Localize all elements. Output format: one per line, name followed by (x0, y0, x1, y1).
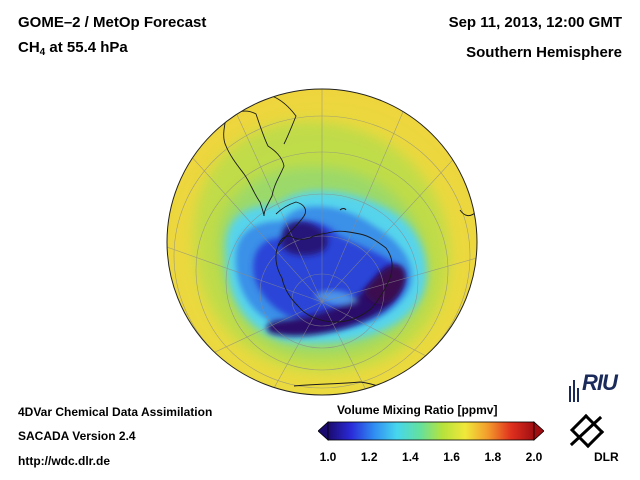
colorbar-tick-label: 1.8 (484, 450, 502, 464)
globe-map (166, 88, 478, 396)
footer-version: SACADA Version 2.4 (18, 429, 136, 443)
colorbar-gradient (327, 421, 535, 441)
south-america-coast-east (271, 95, 297, 145)
species-subscript: 4 (39, 47, 46, 58)
dlr-emblem-icon (569, 413, 605, 449)
species-name: CH (18, 39, 40, 56)
vortex-core-east (364, 265, 406, 305)
south-america-coast (223, 110, 285, 217)
antarctica-coast (275, 230, 393, 323)
colorbar-low-arrow (318, 421, 329, 441)
riu-mark-icon (569, 380, 579, 402)
colorbar-title: Volume Mixing Ratio [ppmv] (337, 403, 498, 417)
colorbar-high-arrow (533, 421, 544, 441)
colorbar (318, 421, 544, 441)
forecast-date: Sep 11, 2013, 12:00 GMT (448, 14, 622, 31)
dlr-logo: DLR (564, 412, 626, 470)
south-georgia (339, 208, 347, 211)
globe-outline (166, 88, 478, 396)
colorbar-tick-label: 1.2 (360, 450, 378, 464)
map-subtitle: CH4 at 55.4 hPa (18, 39, 128, 58)
riu-logo-text: RIU (582, 370, 618, 395)
antarctic-peninsula (275, 201, 307, 247)
footer-method: 4DVar Chemical Data Assimilation (18, 405, 213, 419)
colorbar-tick-label: 1.6 (443, 450, 460, 464)
map-title: GOME–2 / MetOp Forecast (18, 14, 207, 31)
riu-logo: RIU (566, 370, 628, 406)
colorbar-tick-label: 2.0 (525, 450, 543, 464)
hemisphere-label: Southern Hemisphere (466, 44, 622, 61)
dlr-logo-text: DLR (594, 450, 619, 464)
pressure-level: at 55.4 hPa (45, 39, 128, 56)
new-zealand-coast (199, 357, 215, 377)
colorbar-tick-label: 1.4 (402, 450, 419, 464)
colorbar-tick-label: 1.0 (319, 450, 337, 464)
footer-url: http://wdc.dlr.de (18, 454, 110, 468)
